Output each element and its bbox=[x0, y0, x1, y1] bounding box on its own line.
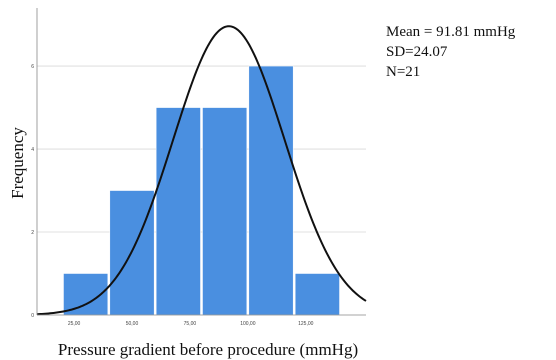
histogram-bar bbox=[155, 107, 201, 316]
x-tick-label: 125,00 bbox=[298, 321, 314, 327]
axes bbox=[36, 8, 366, 316]
normal-curve bbox=[36, 25, 367, 316]
x-tick-labels: 25,00 50,00 75,00 100,00 125,00 bbox=[68, 321, 314, 327]
y-tick-label: 6 bbox=[31, 64, 34, 70]
stat-sd: SD=24.07 bbox=[386, 44, 448, 60]
y-axis-label: Frequency bbox=[8, 127, 27, 199]
grid-lines bbox=[37, 65, 366, 233]
histogram-bar bbox=[248, 65, 294, 316]
normal-curve-line bbox=[36, 25, 367, 316]
y-tick-label: 4 bbox=[31, 147, 34, 153]
x-tick-label: 75,00 bbox=[184, 321, 197, 327]
y-tick-label: 0 bbox=[31, 313, 34, 319]
y-tick-label: 2 bbox=[31, 230, 34, 236]
x-tick-label: 50,00 bbox=[126, 321, 139, 327]
x-tick-label: 100,00 bbox=[240, 321, 256, 327]
histogram-bar bbox=[294, 273, 340, 316]
y-tick-labels: 0 2 4 6 bbox=[31, 64, 34, 319]
histogram-bars bbox=[63, 65, 340, 316]
stat-n: N=21 bbox=[386, 64, 420, 80]
stat-mean: Mean = 91.81 mmHg bbox=[386, 24, 516, 40]
x-tick-label: 25,00 bbox=[68, 321, 81, 327]
histogram-bar bbox=[202, 107, 248, 316]
x-axis-label: Pressure gradient before procedure (mmHg… bbox=[58, 340, 358, 359]
